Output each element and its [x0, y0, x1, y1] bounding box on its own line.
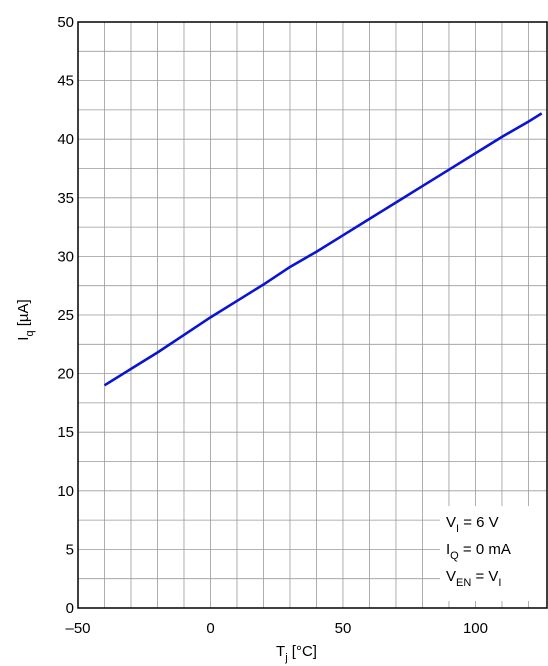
annotation: IQ = 0 mA — [446, 541, 511, 562]
subscript: Q — [450, 550, 459, 562]
subscript: I — [456, 523, 459, 535]
annotation-box — [440, 506, 547, 601]
subscript: EN — [456, 577, 471, 589]
y-tick-label: 20 — [57, 366, 74, 383]
text-part: = 0 mA — [459, 541, 511, 558]
y-tick-label: 40 — [57, 131, 74, 148]
annotation: VI = 6 V — [446, 514, 499, 535]
y-tick-label: 0 — [66, 600, 74, 617]
text-part: I — [446, 541, 450, 558]
x-tick-label: 100 — [463, 620, 488, 637]
text-part: V — [446, 514, 456, 531]
y-tick-label: 10 — [57, 483, 74, 500]
text-part: [°C] — [288, 643, 317, 660]
y-tick-label: 15 — [57, 424, 74, 441]
y-tick-label: 35 — [57, 190, 74, 207]
text-part: [µA] — [15, 299, 32, 330]
x-tick-label: –50 — [65, 620, 90, 637]
data-line — [103, 112, 543, 387]
y-axis-label: Iq [µA] — [15, 299, 36, 340]
y-tick-label: 25 — [57, 307, 74, 324]
subscript: j — [284, 652, 287, 664]
y-tick-label: 45 — [57, 73, 74, 90]
text-part: T — [276, 643, 285, 660]
y-tick-label: 30 — [57, 248, 74, 265]
plot-frame — [77, 21, 548, 609]
x-tick-label: 0 — [206, 620, 214, 637]
text-part: V — [446, 568, 456, 585]
annotation: VEN = VI — [446, 568, 501, 589]
subscript: I — [498, 577, 501, 589]
y-tick-label: 5 — [66, 541, 74, 558]
subscript: q — [24, 330, 36, 336]
text-part: = 6 V — [459, 514, 499, 531]
y-tick-label: 50 — [57, 14, 74, 31]
x-tick-label: 50 — [335, 620, 352, 637]
x-axis-label: Tj [°C] — [276, 643, 317, 664]
text-part: = V — [471, 568, 498, 585]
text-part: I — [15, 337, 32, 341]
